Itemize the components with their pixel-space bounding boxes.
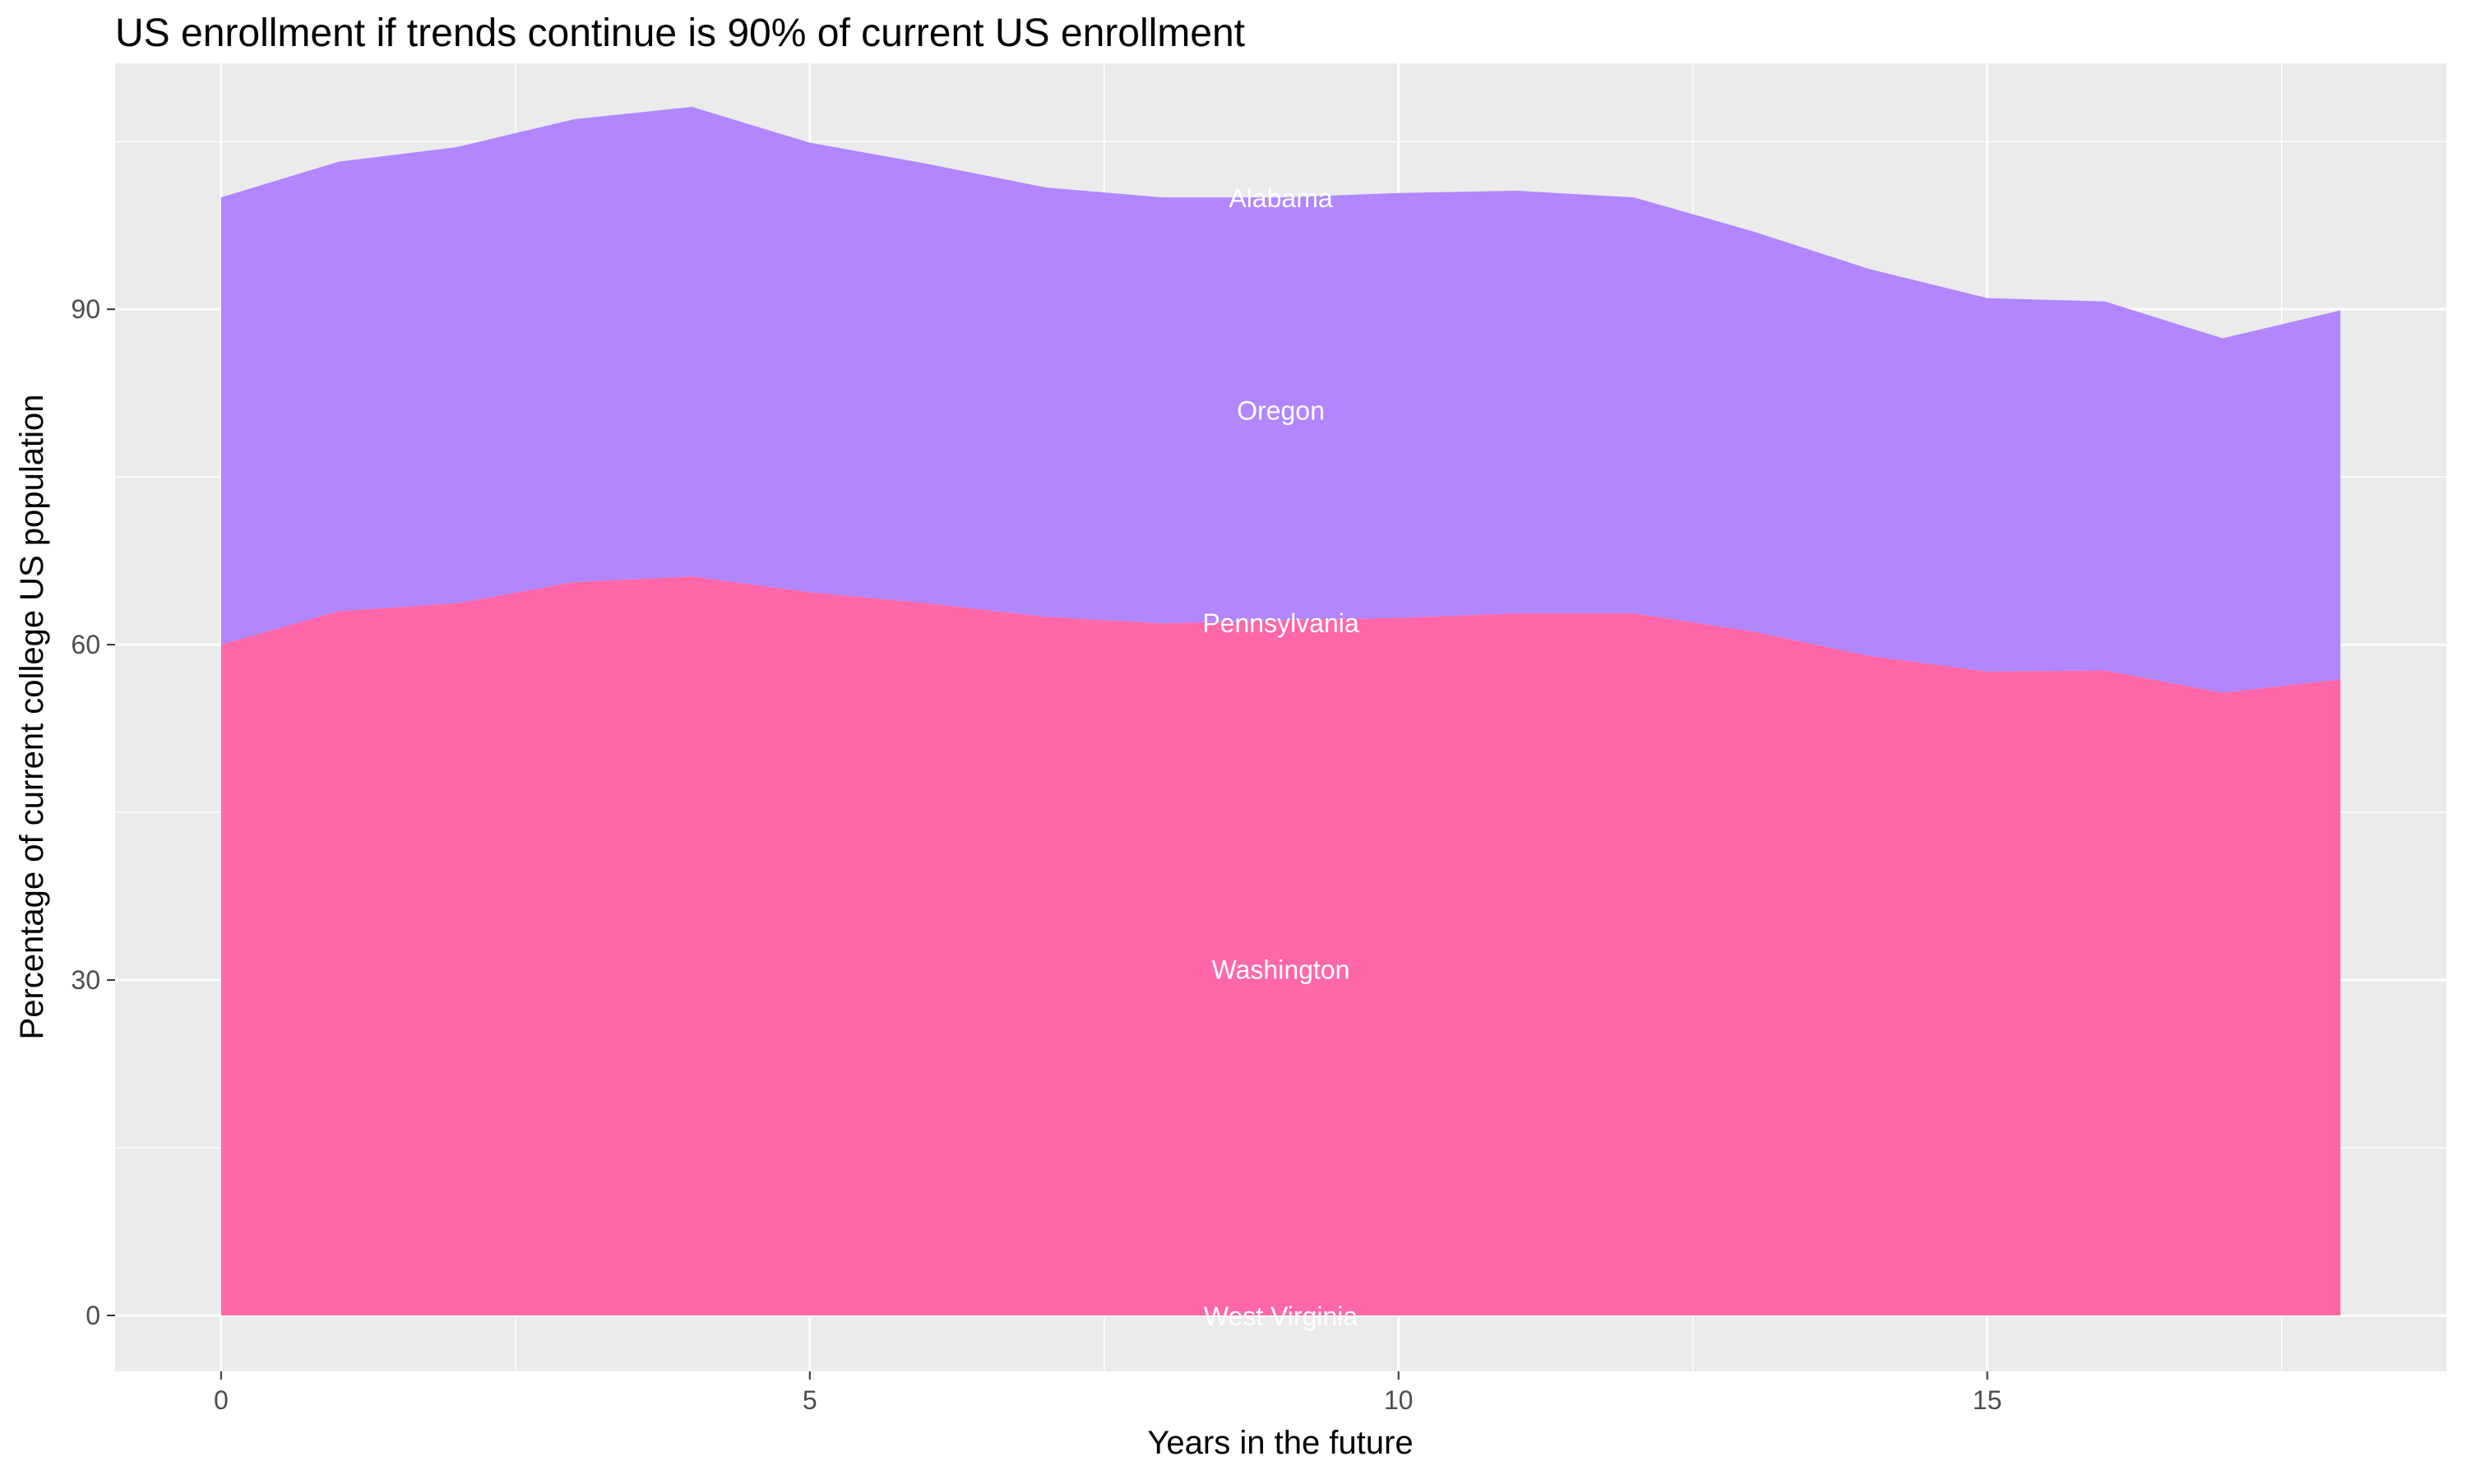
area-oregon	[220, 107, 2341, 693]
annotation-label: Washington	[1212, 955, 1350, 984]
y-tick-label: 0	[86, 1301, 100, 1330]
y-tick-label: 60	[71, 630, 100, 659]
x-tick-label: 15	[1973, 1385, 2002, 1415]
x-tick-label: 10	[1384, 1385, 1414, 1415]
annotation-label: Oregon	[1237, 396, 1325, 426]
annotation-label: West Virginia	[1204, 1301, 1358, 1331]
x-tick-label: 5	[803, 1385, 817, 1415]
annotation-label: Alabama	[1229, 183, 1333, 213]
y-tick-label: 30	[71, 965, 100, 995]
y-axis-label: Percentage of current college US populat…	[14, 395, 50, 1040]
area-washington	[220, 576, 2341, 1316]
annotation-label: Pennsylvania	[1202, 608, 1359, 638]
chart-title: US enrollment if trends continue is 90% …	[115, 12, 1245, 55]
x-axis-label: Years in the future	[1147, 1425, 1413, 1461]
x-tick-label: 0	[214, 1385, 229, 1415]
y-tick-label: 90	[71, 294, 100, 324]
